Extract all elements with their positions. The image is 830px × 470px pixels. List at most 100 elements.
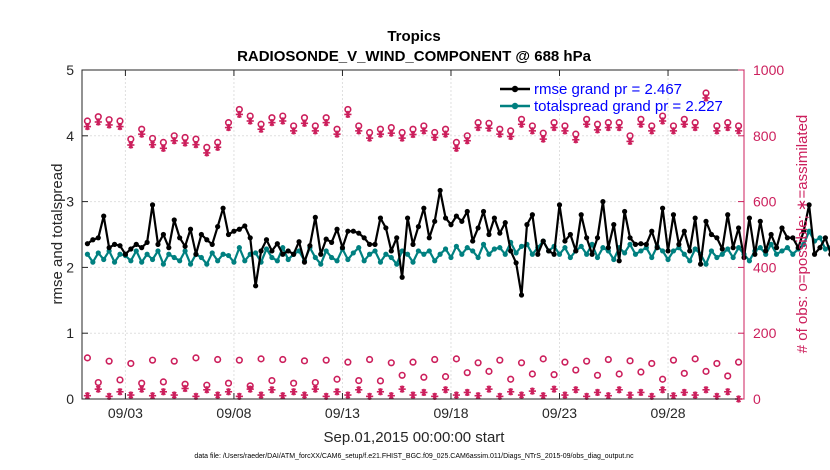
totalspread-point <box>345 256 351 263</box>
obs-assimilated-point <box>485 385 493 393</box>
totalspread-point <box>687 258 693 264</box>
rmse-point <box>155 241 161 247</box>
obs-possible-point <box>452 355 461 363</box>
totalspread-point <box>670 248 677 254</box>
obs-assimilated-point <box>539 392 547 400</box>
totalspread-point <box>638 248 644 254</box>
obs-assimilated-point <box>691 123 699 132</box>
totalspread-point <box>779 248 785 254</box>
y-tick-label: 2 <box>66 259 74 275</box>
totalspread-point <box>735 245 742 251</box>
obs-assimilated-point <box>431 133 439 142</box>
obs-assimilated-point <box>734 127 743 135</box>
totalspread-point <box>703 261 709 267</box>
rmse-point <box>660 205 666 211</box>
rmse-point <box>480 208 487 215</box>
totalspread-point <box>529 251 535 257</box>
obs-assimilated-point <box>235 110 243 119</box>
obs-assimilated-point <box>626 137 634 145</box>
obs-assimilated-point <box>224 388 233 396</box>
obs-assimilated-point <box>311 385 319 393</box>
obs-assimilated-point <box>192 141 200 149</box>
x-tick-label: 09/13 <box>325 405 360 421</box>
rmse-point <box>339 245 346 251</box>
rmse-point <box>323 236 329 242</box>
totalspread-point <box>464 245 470 251</box>
obs-assimilated-point <box>528 127 536 135</box>
obs-assimilated-point <box>116 388 124 396</box>
rmse-point <box>329 239 335 245</box>
rmse-point <box>258 248 264 254</box>
totalspread-point <box>442 246 449 252</box>
obs-assimilated-point <box>615 123 623 132</box>
y-tick-label: 4 <box>66 128 74 144</box>
obs-assimilated-point <box>344 391 352 399</box>
rmse-point <box>773 245 780 251</box>
obs-possible-point <box>170 357 178 365</box>
obs-assimilated-point <box>463 137 471 145</box>
rmse-point <box>573 248 579 254</box>
rmse-point <box>703 218 709 224</box>
obs-possible-point <box>539 355 547 363</box>
rmse-point <box>486 231 492 238</box>
obs-possible-point <box>322 356 330 364</box>
totalspread-point <box>502 251 508 257</box>
obs-assimilated-point <box>507 388 515 396</box>
obs-possible-point <box>333 375 341 383</box>
totalspread-point <box>773 251 780 257</box>
rmse-point <box>540 238 546 244</box>
x-tick-label: 09/18 <box>433 405 468 421</box>
rmse-point <box>90 237 96 243</box>
obs-assimilated-point <box>648 392 656 400</box>
rmse-point <box>578 212 584 218</box>
totalspread-point <box>660 248 666 254</box>
obs-assimilated-point <box>116 122 124 131</box>
totalspread-point <box>209 250 215 256</box>
obs-possible-point <box>409 358 417 366</box>
obs-assimilated-point <box>387 129 395 137</box>
totalspread-point <box>708 248 715 254</box>
rmse-point <box>801 228 807 234</box>
totalspread-point <box>242 258 248 264</box>
series-layer <box>84 187 830 298</box>
totalspread-point <box>486 251 492 257</box>
totalspread-point <box>388 254 394 261</box>
totalspread-point <box>725 246 731 252</box>
rmse-point <box>535 251 541 257</box>
obs-assimilated-point <box>214 391 222 399</box>
obs-count-markers <box>83 89 743 403</box>
totalspread-point <box>665 256 671 263</box>
rmse-point <box>366 241 373 247</box>
obs-assimilated-point <box>148 392 157 400</box>
obs-assimilated-point <box>702 386 710 394</box>
totalspread-point <box>556 251 563 257</box>
obs-possible-point <box>365 355 374 364</box>
obs-possible-point <box>572 366 580 374</box>
obs-assimilated-point <box>507 132 515 141</box>
totalspread-point <box>480 241 487 247</box>
obs-assimilated-point <box>203 149 211 157</box>
obs-assimilated-point <box>148 141 157 149</box>
totalspread-point <box>182 248 188 254</box>
obs-possible-point <box>235 356 243 364</box>
totalspread-point <box>377 259 384 265</box>
rmse-point <box>291 251 297 257</box>
totalspread-point <box>562 245 568 251</box>
obs-assimilated-point <box>680 120 688 128</box>
obs-assimilated-point <box>83 122 92 131</box>
rmse-point <box>719 246 725 252</box>
totalspread-point <box>171 254 177 261</box>
rmse-point <box>111 241 118 247</box>
obs-assimilated-point <box>181 139 189 147</box>
obs-possible-point <box>528 370 536 378</box>
rmse-point <box>334 226 340 232</box>
chart-subtitle: RADIOSONDE_V_WIND_COMPONENT @ 688 hPa <box>237 48 592 65</box>
rmse-point <box>513 260 519 266</box>
obs-assimilated-point <box>268 119 276 127</box>
y-tick-label-right: 0 <box>753 391 761 407</box>
totalspread-point <box>649 254 655 261</box>
totalspread-point <box>432 258 438 264</box>
rmse-point <box>285 248 291 254</box>
totalspread-point <box>366 251 373 257</box>
rmse-point <box>562 238 568 244</box>
